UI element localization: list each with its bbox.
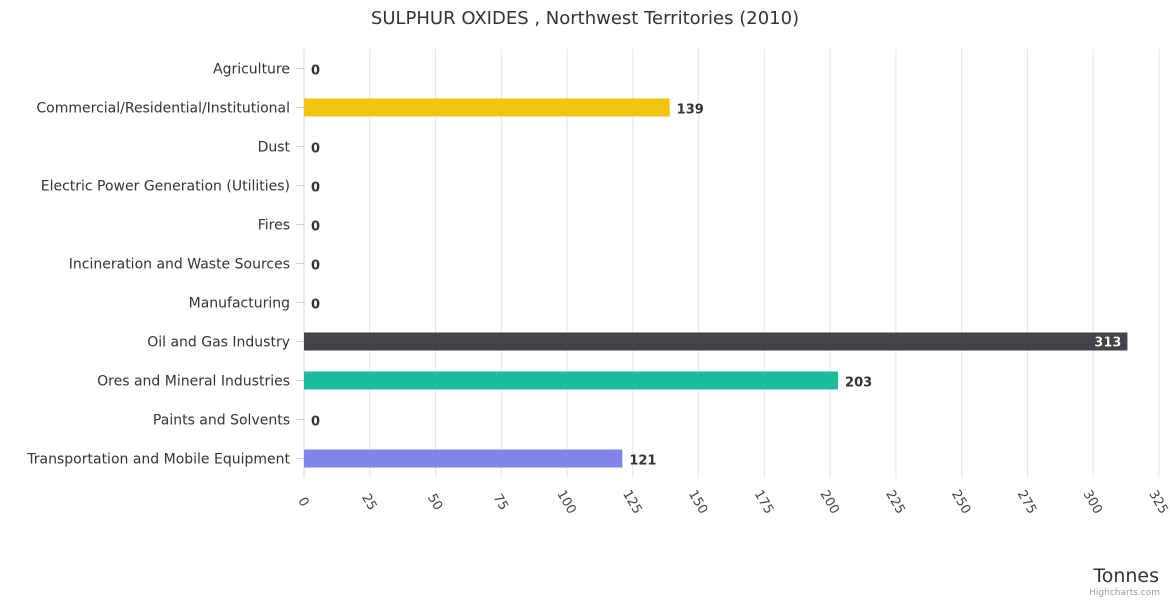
tick-label: 250	[948, 488, 973, 517]
tick-label: 100	[553, 488, 578, 517]
bars	[304, 98, 1128, 468]
tick-label: 300	[1080, 488, 1105, 517]
data-label: 121	[629, 454, 656, 469]
tick-label: 25	[358, 491, 379, 513]
category-label: Manufacturing	[189, 296, 290, 312]
value-axis-title: Tonnes	[1092, 565, 1159, 587]
category-label: Oil and Gas Industry	[147, 335, 290, 351]
category-label: Fires	[258, 218, 290, 234]
data-label: 0	[311, 415, 320, 430]
category-label: Incineration and Waste Sources	[69, 257, 290, 273]
category-labels: Agriculture Commercial/Residential/Instit…	[26, 62, 290, 468]
gridlines	[296, 49, 1160, 478]
data-label: 203	[845, 376, 872, 391]
bar[interactable]	[304, 371, 839, 390]
category-label: Transportation and Mobile Equipment	[26, 452, 290, 468]
tick-label: 50	[424, 491, 445, 513]
data-label: 0	[311, 259, 320, 274]
bar[interactable]	[304, 449, 623, 468]
credits-link[interactable]: Highcharts.com	[1089, 588, 1160, 598]
category-label: Agriculture	[213, 62, 290, 78]
data-label: 0	[311, 142, 320, 157]
tick-label: 150	[685, 488, 710, 517]
data-labels: 0 139 0 0 0 0 0 313 203 0 121	[311, 64, 1122, 469]
category-label: Electric Power Generation (Utilities)	[41, 179, 290, 195]
tick-label: 200	[816, 488, 841, 517]
data-label: 0	[311, 220, 320, 235]
tick-label: 175	[751, 488, 776, 517]
tick-labels: 0 25 50 75 100 125 150 175 200 225 250 275 300 325	[294, 488, 1170, 517]
data-label: 0	[311, 181, 320, 196]
tick-label: 75	[490, 491, 511, 513]
category-label: Commercial/Residential/Institutional	[36, 101, 290, 117]
tick-label: 225	[882, 488, 907, 517]
bar[interactable]	[304, 98, 670, 117]
bar[interactable]	[304, 332, 1128, 351]
tick-label: 325	[1145, 488, 1170, 517]
data-label: 0	[311, 64, 320, 79]
tick-label: 125	[619, 488, 644, 517]
category-label: Dust	[258, 140, 291, 156]
chart-title: SULPHUR OXIDES , Northwest Territories (…	[371, 8, 799, 29]
data-label: 313	[1094, 336, 1121, 351]
data-label: 139	[677, 103, 704, 118]
data-label: 0	[311, 298, 320, 313]
tick-label: 275	[1014, 488, 1039, 517]
category-label: Ores and Mineral Industries	[97, 374, 290, 390]
category-label: Paints and Solvents	[153, 413, 290, 429]
tick-label: 0	[294, 495, 311, 510]
